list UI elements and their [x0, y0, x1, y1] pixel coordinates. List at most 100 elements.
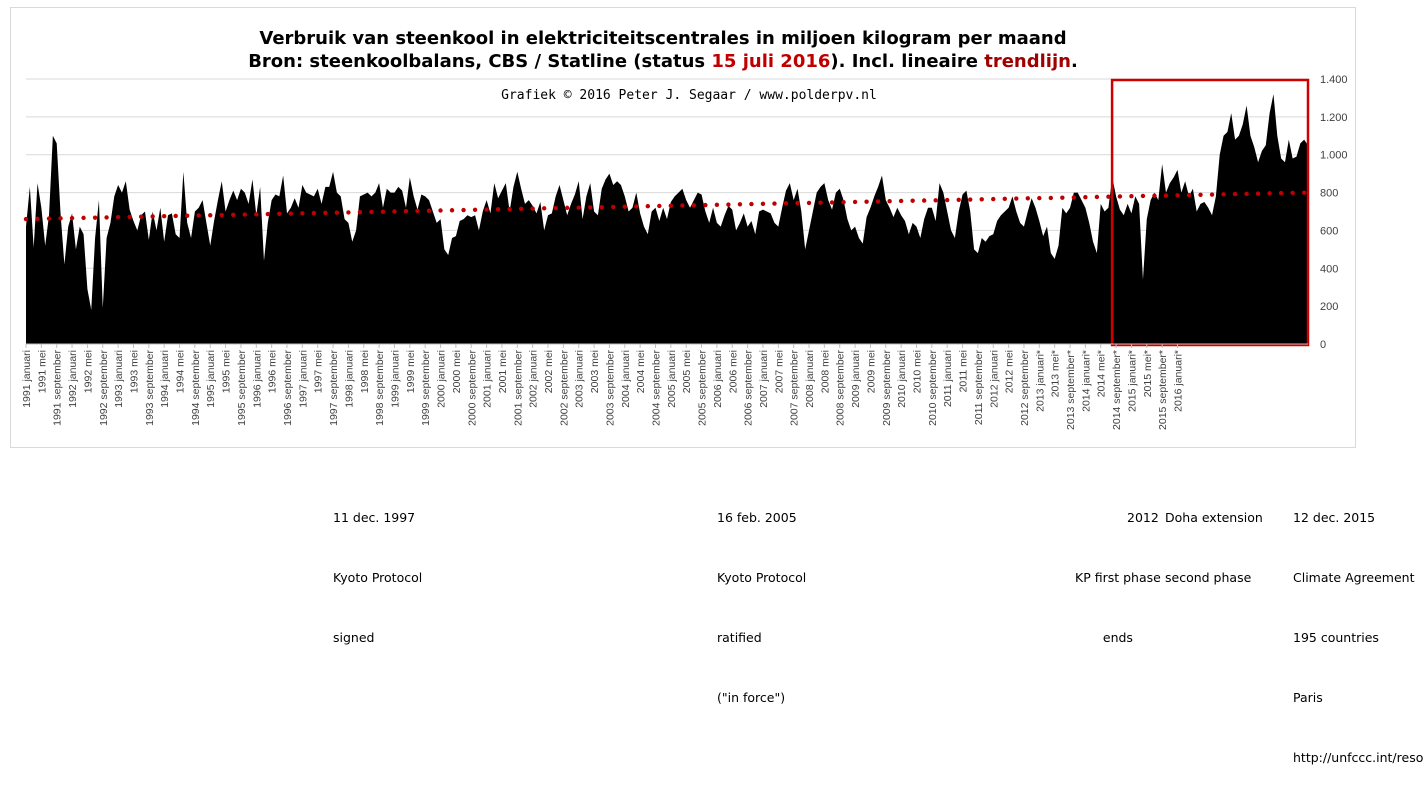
trend-point [1106, 194, 1111, 199]
trend-point [921, 198, 927, 203]
title-source: Bron: steenkoolbalans, CBS / Statline (s… [248, 51, 711, 72]
x-tick-label: 2005 januari [666, 350, 678, 408]
x-tick-label: 2013 mei* [1050, 350, 1062, 397]
annotation-link[interactable]: http://unfccc.int/reso [1293, 750, 1424, 765]
plot-area [23, 78, 1310, 347]
trend-point [864, 199, 869, 204]
title-trendlijn: trendlijn [984, 51, 1071, 72]
chart-frame: Verbruik van steenkool in elektriciteits… [10, 7, 1356, 448]
x-tick-label: 2001 september [512, 350, 524, 426]
annotation-line: 12 dec. 2015 [1293, 510, 1376, 525]
trend-point [979, 197, 984, 202]
trend-point [35, 216, 40, 222]
trend-point [46, 216, 52, 221]
trend-point [1209, 192, 1215, 197]
x-tick-label: 2002 mei [543, 350, 555, 393]
trend-point [265, 211, 271, 217]
trend-point [956, 197, 961, 202]
trend-point [461, 207, 466, 213]
x-tick-label: 1993 september [144, 350, 156, 426]
trend-point [645, 204, 651, 209]
trend-point [1060, 195, 1065, 200]
annotation-line: ratified [717, 630, 762, 645]
x-tick-label: 1994 januari [159, 350, 171, 408]
x-tick-label: 2015 mei* [1142, 350, 1154, 397]
coal-consumption-area [26, 94, 1308, 344]
trend-point [541, 206, 547, 211]
trend-point [161, 214, 167, 219]
x-tick-label: 2010 mei [911, 350, 923, 393]
trend-point [127, 214, 132, 220]
trend-point [1094, 194, 1100, 200]
annotation-line: 11 dec. 1997 [333, 510, 416, 525]
trend-point [472, 207, 478, 212]
trend-point [991, 196, 996, 202]
trend-point [818, 200, 823, 205]
x-tick-label: 2011 mei [958, 350, 970, 392]
trend-point [288, 211, 294, 216]
trend-point [242, 212, 247, 217]
x-tick-label: 2000 januari [436, 350, 448, 408]
trend-point [1048, 195, 1054, 201]
trend-point [58, 216, 63, 221]
x-tick-label: 2011 september [973, 350, 985, 426]
trend-point [1255, 191, 1261, 196]
trend-point [588, 205, 593, 210]
trend-point [415, 208, 420, 214]
trend-point [772, 201, 777, 206]
x-axis: 1991 januari 1991 mei 1991 september 1992 j… [21, 343, 1308, 430]
trend-point [438, 208, 443, 213]
trend-point [1198, 192, 1203, 197]
x-tick-label: 2008 september [835, 350, 847, 426]
trend-point [622, 204, 627, 209]
trend-point [760, 201, 766, 207]
x-tick-label: 1995 mei [221, 350, 233, 393]
x-tick-label: 2011 januari [942, 350, 954, 407]
annotation-line: Paris [1293, 690, 1323, 705]
trend-point [300, 211, 305, 216]
annotation-line: ends [1102, 630, 1133, 645]
trend-point [852, 199, 858, 205]
x-tick-label: 2016 januari* [1173, 350, 1185, 412]
trend-point [69, 215, 75, 221]
trend-point [1117, 194, 1123, 199]
trend-point [92, 215, 98, 220]
x-tick-label: 2014 september* [1111, 350, 1123, 430]
trend-point [81, 215, 86, 221]
y-tick-label: 800 [1320, 188, 1338, 200]
x-tick-label: 1993 mei [128, 350, 140, 393]
x-tick-label: 2010 september [927, 350, 939, 426]
trend-point [1002, 196, 1007, 202]
trend-point [277, 211, 282, 217]
trend-point [1014, 196, 1019, 201]
x-tick-label: 1997 mei [313, 350, 325, 393]
trend-point [945, 197, 950, 203]
y-tick-label: 1.200 [1320, 112, 1348, 124]
x-tick-label: 1991 mei [36, 350, 48, 393]
x-tick-label: 2015 september* [1157, 350, 1169, 430]
x-tick-label: 2000 mei [451, 350, 463, 393]
trend-point [565, 205, 570, 211]
x-tick-label: 2008 januari [804, 350, 816, 408]
trend-point [1083, 194, 1088, 200]
trend-point [1152, 193, 1157, 198]
trend-point [1232, 191, 1238, 197]
annotation-kp-first-phase: 2012 KP first phase ends [1075, 468, 1161, 668]
chart-title-line2: Bron: steenkoolbalans, CBS / Statline (s… [248, 51, 1078, 72]
x-tick-label: 1998 mei [359, 350, 371, 393]
annotation-line: signed [333, 630, 375, 645]
annotation-line: second phase [1165, 570, 1252, 585]
annotation-kyoto-ratified: 16 feb. 2005 Kyoto Protocol ratified ("i… [717, 468, 806, 728]
annotation-line: Climate Agreement [1293, 570, 1415, 585]
trend-point [334, 210, 340, 215]
trend-point [231, 212, 236, 217]
trend-point [1175, 193, 1180, 198]
trend-point [841, 199, 846, 205]
trend-point [576, 205, 581, 210]
y-axis: 0 200 400 600 800 1.000 1.200 1.400 [1320, 74, 1348, 351]
x-tick-label: 1992 januari [67, 350, 79, 408]
x-tick-label: 2006 mei [727, 350, 739, 393]
x-tick-label: 1996 mei [267, 350, 279, 393]
x-tick-label: 1997 januari [297, 350, 309, 408]
y-tick-label: 400 [1320, 263, 1338, 275]
